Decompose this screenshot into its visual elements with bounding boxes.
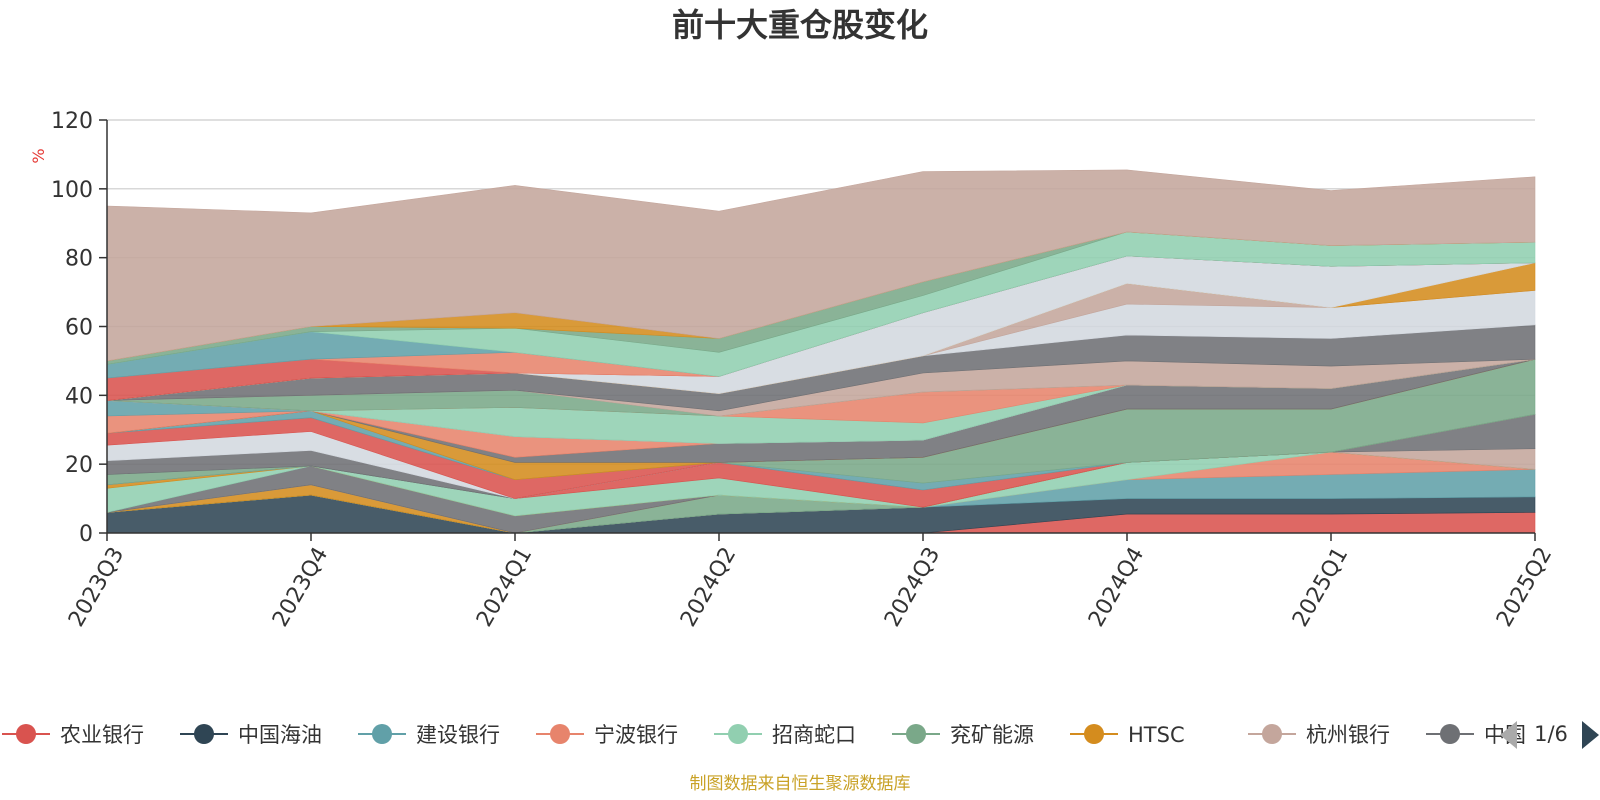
y-tick-label: 40 [65,384,93,409]
x-tick-label: 2024Q4 [1084,543,1149,631]
legend-marker-icon [728,724,748,744]
legend-pager: 1/6 [1500,721,1599,749]
legend-page-indicator: 1/6 [1534,722,1568,746]
legend-marker-icon [1440,724,1460,744]
legend-item[interactable]: 宁波银行 [536,723,678,747]
y-tick-label: 20 [65,453,93,478]
legend-label: 建设银行 [416,723,500,747]
legend-marker-icon [1084,724,1104,744]
legend-marker-icon [1262,724,1282,744]
chart-title: 前十大重仓股变化 [672,6,928,44]
series-areas [106,169,1536,534]
x-tick-label: 2025Q1 [1288,543,1353,631]
legend-marker-icon [906,724,926,744]
legend-item[interactable]: 中国海油 [180,723,322,747]
legend-label: 中国海油 [238,723,322,747]
legend-item[interactable]: 建设银行 [358,723,500,747]
legend-label: 招商蛇口 [772,723,856,747]
y-tick-label: 120 [51,109,93,134]
legend-label: 兖矿能源 [950,723,1034,747]
legend-marker-icon [194,724,214,744]
x-tick-label: 2023Q4 [268,543,333,631]
legend-label: 杭州银行 [1306,723,1390,747]
legend-item[interactable]: 招商蛇口 [714,723,856,747]
legend-item[interactable]: 兖矿能源 [892,723,1034,747]
legend: 农业银行中国海油建设银行宁波银行招商蛇口兖矿能源HTSC杭州银行中国1/6 [2,721,1599,749]
y-tick-label: 60 [65,316,93,341]
legend-marker-icon [16,724,36,744]
x-tick-label: 2024Q2 [676,543,741,631]
y-tick-label: 80 [65,247,93,272]
prev-page-icon[interactable] [1500,721,1517,749]
legend-item[interactable]: 农业银行 [2,723,144,747]
x-tick-label: 2024Q1 [472,543,537,631]
y-tick-label: 100 [51,178,93,203]
y-tick-label: 0 [79,522,93,547]
next-page-icon[interactable] [1582,721,1599,749]
x-tick-label: 2024Q3 [880,543,945,631]
legend-item[interactable]: 杭州银行 [1248,723,1390,747]
legend-marker-icon [550,724,570,744]
legend-item[interactable]: HTSC [1070,723,1185,747]
x-tick-label: 2025Q2 [1492,543,1557,631]
legend-label: 农业银行 [60,723,144,747]
y-axis-unit: % [29,148,48,163]
x-tick-label: 2023Q3 [64,543,129,631]
legend-label: HTSC [1128,723,1185,747]
data-source-note: 制图数据来自恒生聚源数据库 [690,774,911,794]
area-series-39 [106,169,1536,362]
legend-label: 宁波银行 [594,723,678,747]
legend-marker-icon [372,724,392,744]
